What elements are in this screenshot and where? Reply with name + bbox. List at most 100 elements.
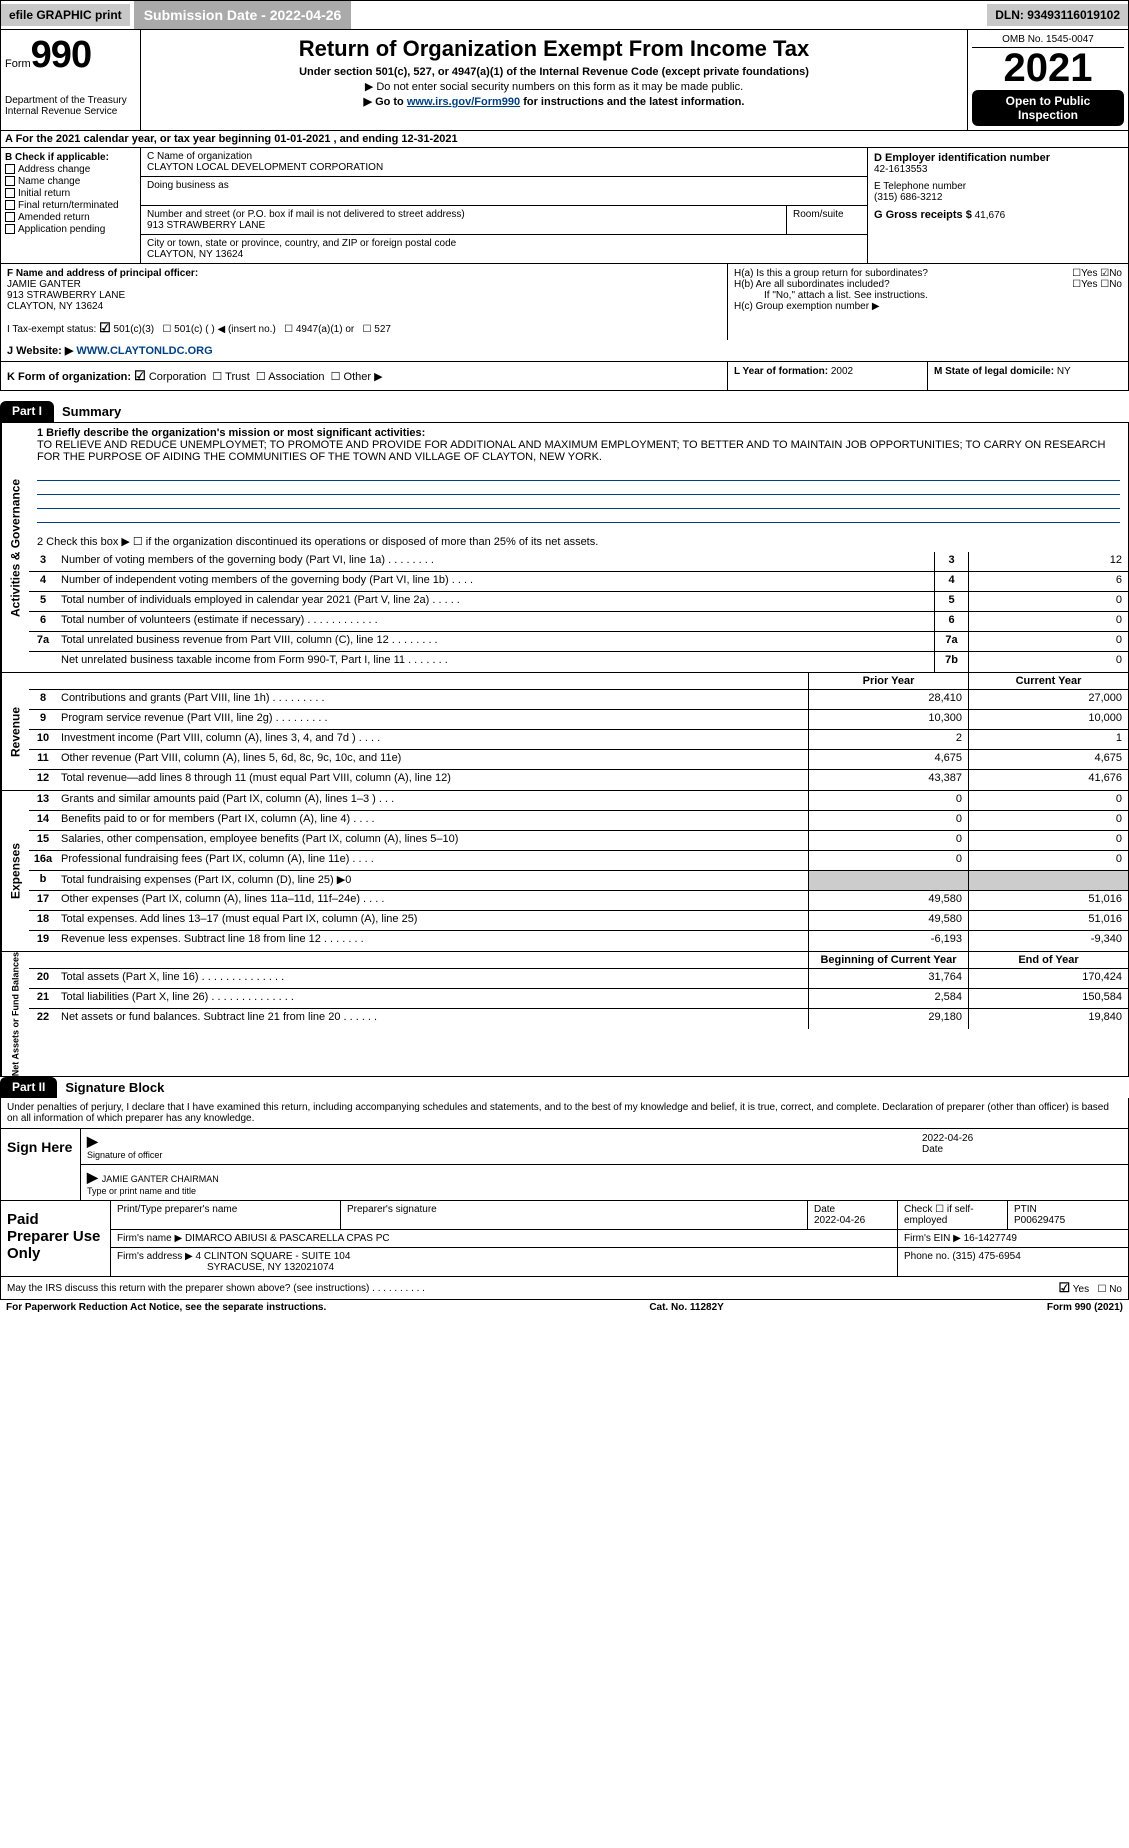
arrow-icon: ▶ (87, 1169, 98, 1185)
table-row: 7aTotal unrelated business revenue from … (29, 632, 1128, 652)
sig-date: 2022-04-26 (922, 1133, 973, 1144)
declaration-text: Under penalties of perjury, I declare th… (1, 1098, 1128, 1129)
row-a-period: A For the 2021 calendar year, or tax yea… (0, 131, 1129, 148)
opt-501c3: 501(c)(3) (114, 324, 155, 335)
prep-date: 2022-04-26 (814, 1215, 865, 1226)
year-formation-label: L Year of formation: (734, 366, 828, 377)
goto-note: ▶ Go to www.irs.gov/Form990 for instruct… (147, 95, 961, 108)
form-subtitle: Under section 501(c), 527, or 4947(a)(1)… (147, 66, 961, 78)
box-k: K Form of organization: ☑ Corporation ☐ … (1, 362, 728, 390)
officer-name: JAMIE GANTER (7, 279, 81, 290)
bcy-header: Beginning of Current Year (808, 952, 968, 968)
officer-printed-name: JAMIE GANTER CHAIRMAN (102, 1174, 219, 1184)
row-klm: K Form of organization: ☑ Corporation ☐ … (0, 362, 1129, 391)
officer-city: CLAYTON, NY 13624 (7, 301, 103, 312)
check-501c3[interactable]: ☑ (99, 320, 111, 335)
blank-line (37, 467, 1120, 481)
table-row: 14Benefits paid to or for members (Part … (29, 811, 1128, 831)
table-row: 3Number of voting members of the governi… (29, 552, 1128, 572)
org-name-label: C Name of organization (147, 151, 861, 162)
table-row: 18Total expenses. Add lines 13–17 (must … (29, 911, 1128, 931)
part-ii-header: Part II Signature Block (0, 1077, 1129, 1098)
table-row: 20Total assets (Part X, line 16) . . . .… (29, 969, 1128, 989)
form-id-block: Form990 Department of the Treasury Inter… (1, 30, 141, 130)
table-row: 6Total number of volunteers (estimate if… (29, 612, 1128, 632)
topbar: efile GRAPHIC print Submission Date - 20… (0, 0, 1129, 30)
checkbox-item[interactable]: Name change (5, 176, 136, 187)
table-row: 5Total number of individuals employed in… (29, 592, 1128, 612)
row-j: J Website: ▶ WWW.CLAYTONLDC.ORG (0, 340, 1129, 362)
section-bcdeg: B Check if applicable: Address changeNam… (0, 148, 1129, 263)
officer-street: 913 STRAWBERRY LANE (7, 290, 125, 301)
row-i: I Tax-exempt status: ☑ 501(c)(3) ☐ 501(c… (0, 316, 1129, 340)
printed-name-label: Type or print name and title (87, 1186, 196, 1196)
open-inspection-badge: Open to Public Inspection (972, 90, 1124, 126)
table-row: 16aProfessional fundraising fees (Part I… (29, 851, 1128, 871)
tax-year: 2021 (972, 48, 1124, 88)
activities-governance: Activities & Governance 1 Briefly descri… (0, 422, 1129, 673)
ptin-value: P00629475 (1014, 1215, 1065, 1226)
no-text: No (1109, 1284, 1122, 1295)
paid-preparer-block: Paid Preparer Use Only Print/Type prepar… (0, 1201, 1129, 1277)
table-row: 10Investment income (Part VIII, column (… (29, 730, 1128, 750)
hb-note: If "No," attach a list. See instructions… (734, 290, 1122, 301)
yes-label: Yes (1081, 268, 1097, 279)
opt-trust: Trust (225, 371, 250, 383)
checkbox-item[interactable]: Initial return (5, 188, 136, 199)
firm-ein-label: Firm's EIN ▶ (904, 1233, 961, 1244)
goto-pre: ▶ Go to (364, 96, 407, 108)
sig-date-label: Date (922, 1144, 943, 1155)
box-l: L Year of formation: 2002 (728, 362, 928, 390)
city-value: CLAYTON, NY 13624 (147, 249, 861, 260)
checkbox-item[interactable]: Amended return (5, 212, 136, 223)
opt-527: 527 (374, 324, 391, 335)
checkbox-item[interactable]: Application pending (5, 224, 136, 235)
prior-year-header: Prior Year (808, 673, 968, 689)
expenses-section: Expenses 13Grants and similar amounts pa… (0, 791, 1129, 952)
side-revenue: Revenue (1, 673, 29, 790)
yes-text: Yes (1073, 1284, 1089, 1295)
instructions-link[interactable]: www.irs.gov/Form990 (407, 96, 520, 108)
gross-receipts-label: G Gross receipts $ (874, 209, 972, 221)
ptin-header: PTIN (1014, 1204, 1037, 1215)
checkbox-item[interactable]: Address change (5, 164, 136, 175)
sig-officer-label: Signature of officer (87, 1150, 162, 1160)
city-label: City or town, state or province, country… (147, 238, 861, 249)
table-row: bTotal fundraising expenses (Part IX, co… (29, 871, 1128, 891)
box-b: B Check if applicable: Address changeNam… (1, 148, 141, 263)
table-row: 15Salaries, other compensation, employee… (29, 831, 1128, 851)
box-c: C Name of organization CLAYTON LOCAL DEV… (141, 148, 868, 263)
checkbox-item[interactable]: Final return/terminated (5, 200, 136, 211)
table-row: 22Net assets or fund balances. Subtract … (29, 1009, 1128, 1029)
signature-block: Under penalties of perjury, I declare th… (0, 1098, 1129, 1201)
self-employed-header: Check ☐ if self-employed (898, 1201, 1008, 1229)
form-title: Return of Organization Exempt From Incom… (147, 36, 961, 62)
website-link[interactable]: WWW.CLAYTONLDC.ORG (76, 345, 212, 357)
opt-501c: 501(c) ( ) ◀ (insert no.) (174, 324, 276, 335)
dln-label: DLN: 93493116019102 (987, 4, 1128, 26)
table-row: Net unrelated business taxable income fr… (29, 652, 1128, 672)
prep-date-header: Date (814, 1204, 835, 1215)
box-b-title: B Check if applicable: (5, 152, 136, 163)
hc-label: H(c) Group exemption number ▶ (734, 301, 1122, 312)
box-m: M State of legal domicile: NY (928, 362, 1128, 390)
q1-text: TO RELIEVE AND REDUCE UNEMPLOYMET; TO PR… (37, 439, 1105, 463)
no-label-2: No (1109, 279, 1122, 290)
firm-phone-label: Phone no. (904, 1251, 950, 1262)
table-row: 12Total revenue—add lines 8 through 11 (… (29, 770, 1128, 790)
paid-preparer-title: Paid Preparer Use Only (1, 1201, 111, 1276)
street-label: Number and street (or P.O. box if mail i… (147, 209, 780, 220)
current-year-header: Current Year (968, 673, 1128, 689)
sign-here-label: Sign Here (1, 1129, 81, 1200)
q1-label: 1 Briefly describe the organization's mi… (37, 427, 425, 439)
year-column: OMB No. 1545-0047 2021 Open to Public In… (968, 30, 1128, 130)
table-row: 8Contributions and grants (Part VIII, li… (29, 690, 1128, 710)
irs-label: Internal Revenue Service (5, 106, 136, 117)
submission-date-button[interactable]: Submission Date - 2022-04-26 (134, 1, 352, 29)
part-i-header: Part I Summary (0, 401, 1129, 422)
cat-no: Cat. No. 11282Y (649, 1302, 723, 1313)
py-cy-header: Prior Year Current Year (29, 673, 1128, 690)
box-f: F Name and address of principal officer:… (1, 264, 728, 316)
check-yes[interactable]: ☑ (1059, 1280, 1071, 1295)
check-corp[interactable]: ☑ (134, 368, 146, 383)
